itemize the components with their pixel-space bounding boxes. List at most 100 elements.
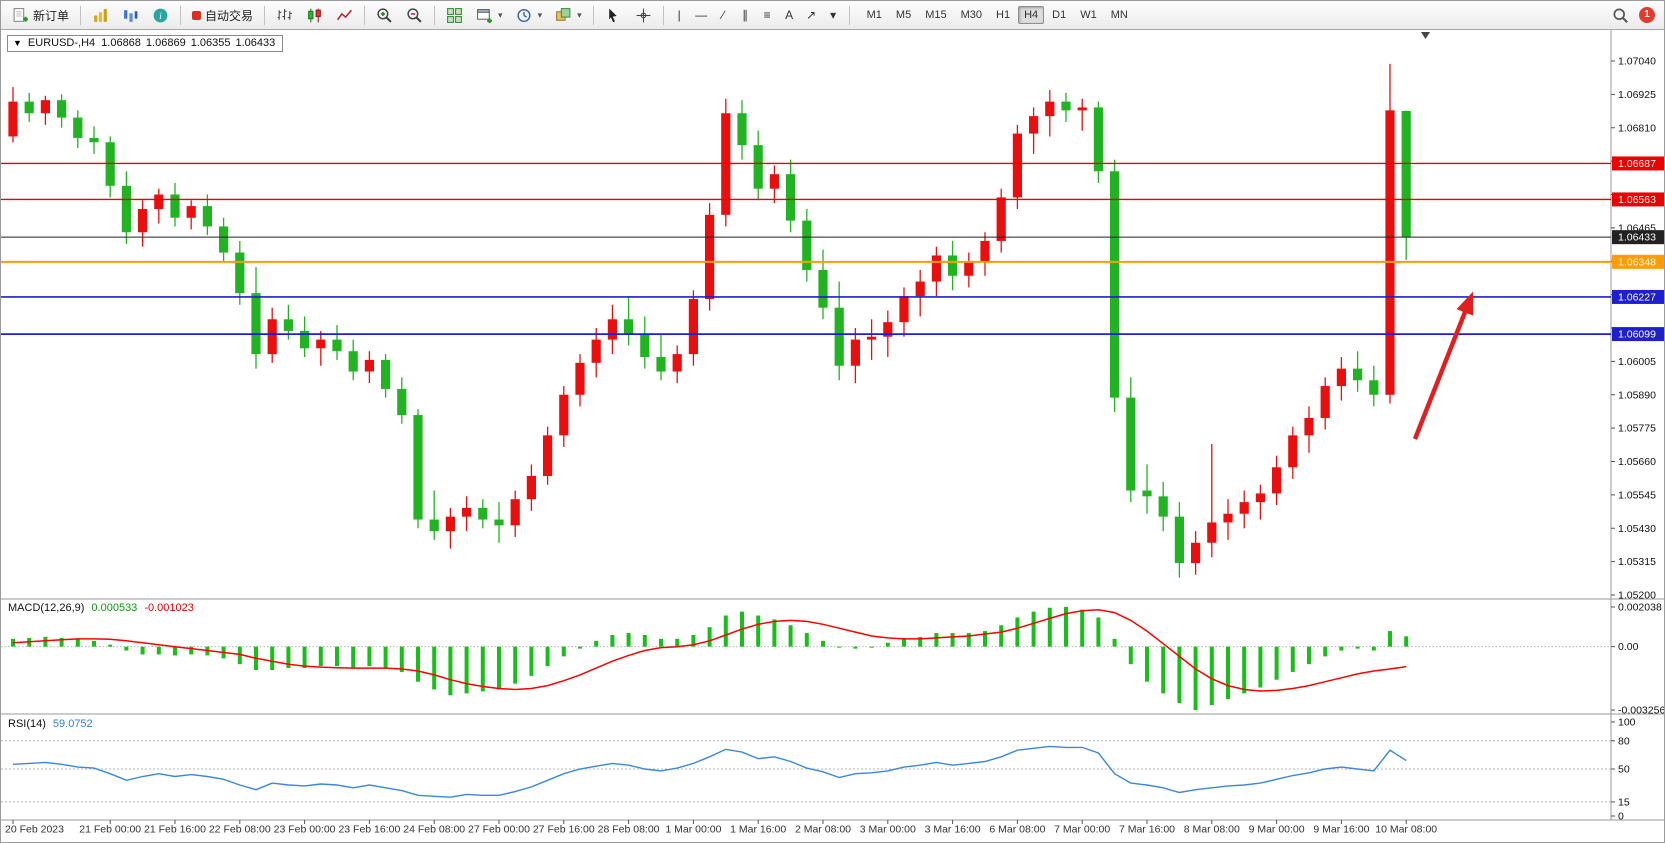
chart-canvas[interactable]: 1.070401.069251.068101.064651.060051.058…: [1, 30, 1665, 843]
search-icon[interactable]: [1612, 7, 1629, 24]
candle: [802, 220, 812, 270]
price-tag: [1612, 230, 1664, 245]
one-click-trading-toggle[interactable]: ▼: [13, 38, 22, 48]
zoom-out-button[interactable]: [400, 4, 429, 27]
candles-layer: [8, 63, 1411, 578]
macd-pane: 0.002038 0.00 -0.003256: [1, 602, 1664, 717]
candle: [753, 145, 763, 189]
terminal-icon: i: [153, 8, 168, 22]
candle: [931, 255, 941, 282]
candle: [186, 206, 196, 218]
candle: [899, 296, 909, 323]
cursor-icon: [608, 8, 617, 22]
candle: [1353, 368, 1363, 381]
zoom-in-button[interactable]: [370, 4, 399, 27]
time-axis-label: 7 Mar 00:00: [1054, 824, 1110, 836]
time-axis-label: 1 Mar 00:00: [665, 824, 721, 836]
candle: [445, 516, 455, 532]
chart-title: ▼ EURUSD-,H4 1.06868 1.06869 1.06355 1.0…: [7, 35, 284, 52]
fibonacci-retracement-icon[interactable]: ≡: [763, 8, 771, 22]
zoom-in-icon: [377, 7, 392, 23]
candle: [154, 194, 164, 210]
chart-shift-marker[interactable]: [1421, 32, 1430, 39]
navigator-button[interactable]: [116, 4, 145, 27]
candlestick-chart-button[interactable]: [300, 4, 329, 27]
candle: [640, 333, 650, 358]
timeframe-m5[interactable]: M5: [895, 9, 912, 21]
candle: [348, 351, 358, 372]
candle: [688, 298, 698, 355]
crosshair-button[interactable]: [629, 4, 658, 27]
timeframe-group: M1 M5 M15 M30 H1 H4 D1 W1 MN: [861, 6, 1134, 24]
timeframe-m1[interactable]: M1: [866, 9, 882, 21]
timeframe-h4[interactable]: H4: [1018, 6, 1045, 24]
auto-trading-button[interactable]: 自动交易: [186, 4, 259, 27]
candle: [510, 499, 520, 526]
candle: [915, 281, 925, 297]
trend-arrow-annotation[interactable]: [1412, 291, 1474, 440]
timeframe-mn[interactable]: MN: [1110, 9, 1128, 21]
pane-separators: [1, 30, 1664, 821]
timeframe-m30[interactable]: M30: [960, 9, 982, 21]
shapes-dropdown-icon[interactable]: ▾: [830, 8, 837, 22]
timeframe-h1[interactable]: H1: [996, 9, 1011, 21]
candle: [1369, 380, 1379, 395]
templates-button[interactable]: ▾: [549, 4, 588, 27]
cursor-button[interactable]: [599, 4, 628, 27]
new-chart-icon: [477, 8, 492, 23]
svg-text:1.06348: 1.06348: [1618, 256, 1656, 268]
candle: [1336, 368, 1346, 387]
time-axis-label: 21 Feb 16:00: [144, 824, 206, 836]
auto-trading-icon: [192, 10, 202, 20]
rsi-value: 59.0752: [52, 718, 93, 730]
arrow-tool-icon[interactable]: ↗: [806, 8, 817, 22]
macd-signal-value: -0.001023: [144, 602, 194, 614]
text-label-icon[interactable]: A: [785, 8, 794, 22]
high-value: 1.06869: [145, 37, 186, 49]
market-watch-button[interactable]: [86, 4, 115, 27]
horizontal-line-icon[interactable]: ―: [695, 8, 708, 22]
timeframe-m15[interactable]: M15: [925, 9, 947, 21]
candle: [980, 240, 990, 262]
rsi-scale-label: 15: [1618, 796, 1630, 808]
macd-main-value: 0.000533: [91, 602, 138, 614]
timeframe-d1[interactable]: D1: [1052, 9, 1067, 21]
periods-button[interactable]: ▾: [510, 4, 549, 27]
candle: [526, 476, 536, 500]
candle: [591, 339, 601, 363]
candle: [332, 339, 342, 352]
time-axis-label: 23 Feb 00:00: [274, 824, 336, 836]
rsi-name: RSI(14): [8, 718, 46, 730]
navigator-icon: [124, 9, 138, 22]
notification-badge[interactable]: 1: [1639, 7, 1655, 23]
candle: [429, 519, 439, 532]
candle: [1255, 493, 1265, 503]
new-order-button[interactable]: 新订单: [6, 4, 75, 27]
candle: [170, 194, 180, 218]
line-chart-button[interactable]: [330, 4, 359, 27]
timeframe-w1[interactable]: W1: [1080, 9, 1097, 21]
equidistant-channel-icon[interactable]: ∥: [742, 8, 749, 22]
macd-name: MACD(12,26,9): [8, 602, 85, 614]
macd-label: MACD(12,26,9) 0.000533 -0.001023: [8, 602, 194, 614]
candle: [964, 261, 974, 276]
toolbar-separator: [848, 5, 850, 25]
candle: [89, 137, 99, 143]
candle: [575, 362, 585, 395]
trendline-icon[interactable]: ∕: [722, 8, 725, 22]
dropdown-arrow-icon: ▾: [498, 9, 503, 20]
vertical-line-icon[interactable]: |: [677, 8, 681, 22]
new-chart-button[interactable]: ▾: [470, 4, 509, 27]
bar-chart-button[interactable]: [270, 4, 299, 27]
terminal-button[interactable]: i: [146, 4, 175, 27]
rsi-scale-label: 100: [1618, 717, 1636, 729]
tile-windows-button[interactable]: [440, 4, 469, 27]
dropdown-arrow-icon: ▾: [577, 9, 582, 20]
candle: [381, 359, 391, 389]
price-levels[interactable]: 1.06687 1.06563 1.06433 1.06348 1.06227 1.060…: [1, 156, 1665, 342]
open-value: 1.06868: [101, 37, 141, 49]
price-scale: 1.070401.069251.068101.064651.060051.058…: [1611, 56, 1656, 602]
candle: [202, 206, 212, 227]
candle: [1126, 397, 1136, 491]
